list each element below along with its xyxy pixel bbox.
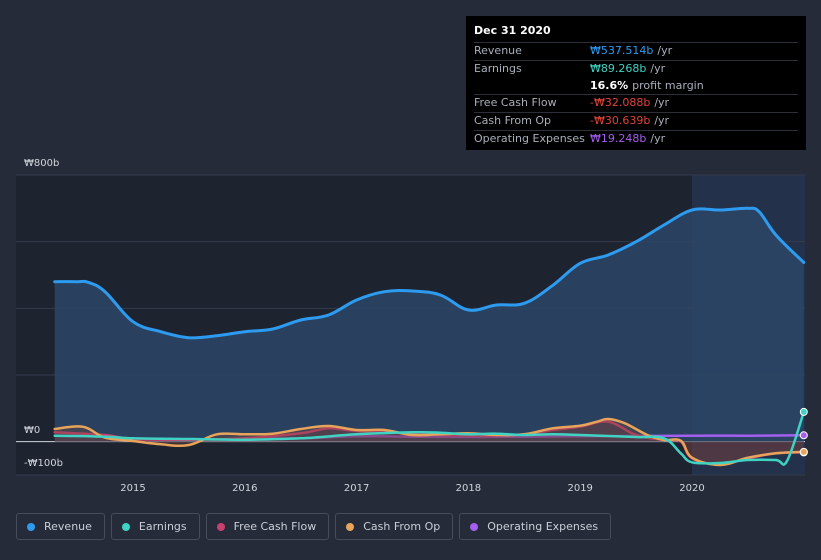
- x-tick-label: 2019: [567, 483, 592, 494]
- y-zero-label: ₩0: [24, 425, 40, 436]
- tooltip-value: ₩19.248b: [590, 131, 647, 145]
- legend-item-revenue[interactable]: Revenue: [16, 513, 105, 540]
- legend-dot-icon: [470, 522, 479, 531]
- tooltip-row-opex: Operating Expenses ₩19.248b /yr: [474, 129, 798, 148]
- tooltip-label: Revenue: [474, 44, 522, 57]
- tooltip-unit: /yr: [650, 61, 666, 75]
- tooltip-unit: /yr: [654, 114, 670, 128]
- endpoint-markers: [799, 407, 808, 457]
- chart-legend: Revenue Earnings Free Cash Flow Cash Fro…: [16, 513, 612, 540]
- tooltip-row-fcf: Free Cash Flow -₩32.088b /yr: [474, 94, 798, 112]
- y-max-label: ₩800b: [24, 158, 59, 169]
- legend-dot-icon: [121, 522, 130, 531]
- legend-item-operating-expenses[interactable]: Operating Expenses: [459, 513, 612, 540]
- legend-dot-icon: [27, 522, 35, 531]
- tooltip-unit: profit margin: [632, 78, 704, 92]
- endpoint-marker-opex: [799, 431, 808, 440]
- legend-item-cash-from-op[interactable]: Cash From Op: [335, 513, 454, 540]
- legend-label: Earnings: [138, 520, 187, 533]
- tooltip-label: Earnings: [474, 61, 522, 75]
- tooltip-unit: /yr: [657, 44, 673, 57]
- x-ticks: 2015 2016 2017 2018 2019 2020: [120, 483, 704, 494]
- tooltip-unit: /yr: [654, 96, 670, 110]
- x-tick-label: 2017: [344, 483, 369, 494]
- legend-item-free-cash-flow[interactable]: Free Cash Flow: [205, 513, 330, 540]
- tooltip-value: -₩32.088b: [590, 96, 651, 110]
- legend-dot-icon: [346, 522, 355, 531]
- tooltip-value: -₩30.639b: [590, 114, 651, 128]
- tooltip-label: [474, 78, 590, 95]
- tooltip-label: Cash From Op: [474, 114, 552, 128]
- tooltip-unit: /yr: [650, 131, 666, 145]
- series-layer: [53, 206, 806, 467]
- y-min-label: -₩100b: [24, 458, 63, 469]
- legend-label: Cash From Op: [363, 520, 441, 533]
- legend-dot-icon: [216, 522, 225, 531]
- legend-label: Operating Expenses: [487, 520, 599, 533]
- tooltip-value: ₩89.268b: [590, 61, 647, 75]
- tooltip-label: Free Cash Flow: [474, 96, 557, 110]
- legend-item-earnings[interactable]: Earnings: [110, 513, 200, 540]
- series-line-revenue: [53, 206, 806, 340]
- x-tick-label: 2020: [679, 483, 704, 494]
- series-line-opex: [243, 434, 806, 441]
- x-tick-label: 2015: [120, 483, 145, 494]
- axes: ₩800b ₩0 -₩100b: [24, 158, 63, 469]
- tooltip-row-margin: 16.6% profit margin: [474, 78, 798, 95]
- series-area-revenue: [54, 208, 804, 442]
- tooltip-label: Operating Expenses: [474, 131, 585, 145]
- tooltip-value: ₩537.514b: [590, 44, 654, 57]
- x-tick-label: 2018: [456, 483, 481, 494]
- endpoint-marker-cfo: [799, 447, 808, 456]
- legend-label: Free Cash Flow: [233, 520, 317, 533]
- series-area-fcf: [54, 421, 804, 465]
- tooltip-row-cfo: Cash From Op -₩30.639b /yr: [474, 112, 798, 130]
- tooltip-date: Dec 31 2020: [474, 24, 551, 37]
- tooltip-row-revenue: Revenue ₩537.514b /yr: [474, 42, 798, 60]
- series-area-cfo: [54, 418, 804, 465]
- data-tooltip: Dec 31 2020 Revenue ₩537.514b /yr Earnin…: [466, 16, 806, 150]
- legend-label: Revenue: [44, 520, 92, 533]
- tooltip-value: 16.6%: [590, 78, 629, 92]
- endpoint-marker-earnings: [799, 407, 808, 416]
- series-line-earnings: [53, 410, 806, 466]
- x-tick-label: 2016: [232, 483, 257, 494]
- tooltip-row-earnings: Earnings ₩89.268b /yr: [474, 59, 798, 78]
